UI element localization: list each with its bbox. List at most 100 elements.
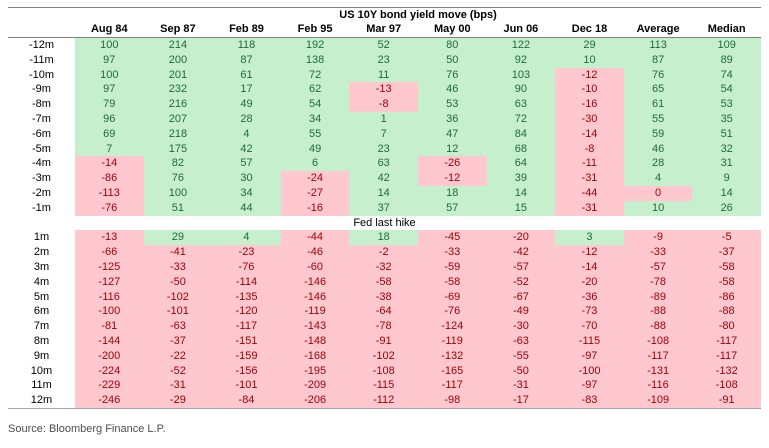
value-cell: 214 bbox=[143, 38, 213, 53]
value-cell: -200 bbox=[75, 348, 144, 364]
value-cell: 100 bbox=[143, 185, 213, 201]
value-cell: -29 bbox=[143, 393, 213, 408]
value-cell: 4 bbox=[623, 171, 693, 186]
value-cell: 18 bbox=[349, 230, 418, 246]
value-cell: 46 bbox=[623, 141, 693, 157]
table-row: 8m -144 -37 -151 -148 -91 -119 -63 -115 -108 -117 bbox=[8, 333, 761, 349]
value-cell: 10 bbox=[555, 52, 624, 68]
value-cell: -31 bbox=[486, 378, 556, 394]
value-cell: -63 bbox=[486, 333, 556, 349]
value-cell: -143 bbox=[280, 319, 350, 334]
value-cell: 74 bbox=[692, 67, 761, 83]
value-cell: -78 bbox=[349, 319, 418, 334]
column-header: Feb 89 bbox=[229, 23, 264, 35]
table-row: -11m 97 200 87 138 23 50 92 10 87 89 bbox=[8, 52, 761, 68]
value-cell: -159 bbox=[212, 348, 281, 364]
table-row: -7m 96 207 28 34 1 36 72 -30 55 35 bbox=[8, 111, 761, 127]
row-label: 4m bbox=[8, 274, 75, 290]
value-cell: 192 bbox=[280, 38, 350, 53]
value-cell: -17 bbox=[486, 393, 556, 408]
value-cell: 64 bbox=[486, 156, 556, 172]
value-cell: -50 bbox=[486, 363, 556, 379]
value-cell: -52 bbox=[143, 363, 213, 379]
table-row: 3m -125 -33 -76 -60 -32 -59 -57 -14 -57 -58 bbox=[8, 259, 761, 275]
value-cell: -8 bbox=[349, 97, 418, 112]
value-cell: -76 bbox=[212, 259, 281, 275]
table-row: -10m 100 201 61 72 11 76 103 -12 76 74 bbox=[8, 67, 761, 83]
value-cell: 57 bbox=[212, 156, 281, 172]
value-cell: -119 bbox=[417, 333, 487, 349]
value-cell: 87 bbox=[623, 52, 693, 68]
row-label: -9m bbox=[8, 82, 75, 98]
value-cell: -108 bbox=[623, 333, 693, 349]
value-cell: -32 bbox=[349, 259, 418, 275]
value-cell: -76 bbox=[75, 200, 144, 216]
row-label: 3m bbox=[8, 259, 75, 275]
value-cell: -31 bbox=[555, 171, 624, 186]
value-cell: 72 bbox=[280, 67, 350, 83]
value-cell: -8 bbox=[555, 141, 624, 157]
value-cell: -55 bbox=[486, 348, 556, 364]
value-cell: -100 bbox=[75, 304, 144, 320]
value-cell: -108 bbox=[692, 378, 761, 394]
value-cell: 44 bbox=[212, 200, 281, 216]
table-row: 11m -229 -31 -101 -209 -115 -117 -31 -97 -116 -108 bbox=[8, 378, 761, 394]
value-cell: -98 bbox=[417, 393, 487, 408]
value-cell: -44 bbox=[555, 185, 624, 201]
value-cell: -33 bbox=[417, 245, 487, 260]
value-cell: -88 bbox=[692, 304, 761, 320]
value-cell: -31 bbox=[555, 200, 624, 216]
value-cell: -57 bbox=[623, 259, 693, 275]
table-row: 6m -100 -101 -120 -119 -64 -76 -49 -73 -88 -88 bbox=[8, 304, 761, 320]
value-cell: -12 bbox=[417, 171, 487, 186]
value-cell: -33 bbox=[623, 245, 693, 260]
value-cell: -5 bbox=[692, 230, 761, 246]
value-cell: 42 bbox=[212, 141, 281, 157]
value-cell: 232 bbox=[143, 82, 213, 98]
value-cell: -73 bbox=[555, 304, 624, 320]
row-label: -1m bbox=[8, 200, 75, 216]
value-cell: 113 bbox=[623, 38, 693, 53]
value-cell: -37 bbox=[692, 245, 761, 260]
value-cell: -64 bbox=[349, 304, 418, 320]
value-cell: -20 bbox=[486, 230, 556, 246]
value-cell: -168 bbox=[280, 348, 350, 364]
value-cell: -11 bbox=[555, 156, 624, 172]
value-cell: -101 bbox=[143, 304, 213, 320]
value-cell: -229 bbox=[75, 378, 144, 394]
value-cell: 52 bbox=[349, 38, 418, 53]
value-cell: -63 bbox=[143, 319, 213, 334]
value-cell: -144 bbox=[75, 333, 144, 349]
row-label: 8m bbox=[8, 333, 75, 349]
fed-last-hike-divider: Fed last hike bbox=[8, 215, 761, 231]
value-cell: -100 bbox=[555, 363, 624, 379]
row-label: 7m bbox=[8, 319, 75, 334]
value-cell: -88 bbox=[623, 304, 693, 320]
table-row: -9m 97 232 17 62 -13 46 90 -10 65 54 bbox=[8, 82, 761, 98]
value-cell: -46 bbox=[280, 245, 350, 260]
value-cell: -86 bbox=[692, 289, 761, 305]
value-cell: -78 bbox=[623, 274, 693, 290]
value-cell: -119 bbox=[280, 304, 350, 320]
value-cell: 46 bbox=[417, 82, 487, 98]
corner-cell bbox=[8, 22, 75, 37]
value-cell: -209 bbox=[280, 378, 350, 394]
value-cell: 31 bbox=[692, 156, 761, 172]
value-cell: 15 bbox=[486, 200, 556, 216]
value-cell: 51 bbox=[692, 126, 761, 142]
table-row: -12m 100 214 118 192 52 80 122 29 113 109 bbox=[8, 38, 761, 53]
value-cell: -89 bbox=[623, 289, 693, 305]
row-label: 9m bbox=[8, 348, 75, 364]
value-cell: -132 bbox=[417, 348, 487, 364]
value-cell: 18 bbox=[417, 185, 487, 201]
value-cell: -117 bbox=[623, 348, 693, 364]
row-label: -5m bbox=[8, 141, 75, 157]
table-row: 10m -224 -52 -156 -195 -108 -165 -50 -100 -131 -13… bbox=[8, 363, 761, 379]
value-cell: -124 bbox=[417, 319, 487, 334]
value-cell: -80 bbox=[692, 319, 761, 334]
value-cell: 6 bbox=[280, 156, 350, 172]
value-cell: 109 bbox=[692, 38, 761, 53]
value-cell: -120 bbox=[212, 304, 281, 320]
value-cell: 76 bbox=[623, 67, 693, 83]
value-cell: 9 bbox=[692, 171, 761, 186]
